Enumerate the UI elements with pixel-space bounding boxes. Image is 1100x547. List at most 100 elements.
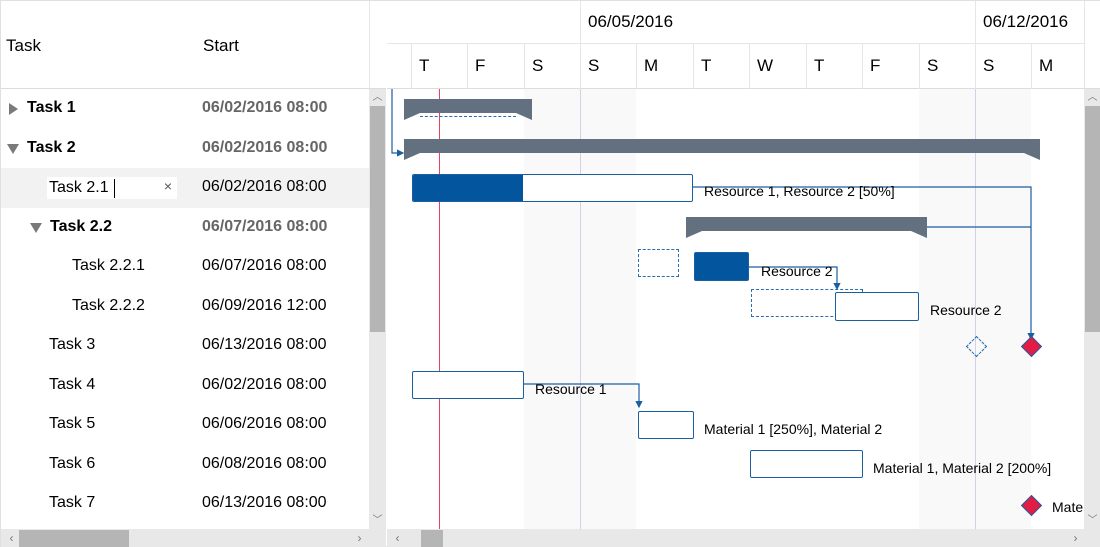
task-start: 06/07/2016 08:00: [202, 217, 328, 235]
day-cell: S: [919, 44, 975, 89]
table-row[interactable]: Task 3 06/13/2016 08:00: [1, 326, 369, 366]
task-bar-task-2-2-1[interactable]: [694, 252, 749, 281]
resource-label: Resource 1, Resource 2 [50%]: [704, 183, 895, 199]
task-grid: Task Start Task 1 06/02/2016 08:00 Task …: [1, 1, 386, 547]
task-bar-task-2-1[interactable]: [412, 174, 693, 202]
gantt-timeline: 06/05/2016 06/12/2016 T F S S M T W T F …: [387, 1, 1100, 547]
task-name: Task 3: [49, 336, 96, 353]
scroll-up-icon[interactable]: ︿: [1087, 92, 1098, 103]
week-boundary-line: [580, 89, 581, 529]
table-row[interactable]: Task 2.2.1 06/07/2016 08:00: [1, 247, 369, 287]
task-bar-task-2-2-2[interactable]: [835, 292, 919, 321]
task-start: 06/02/2016 08:00: [202, 178, 327, 195]
summary-bar-task-1[interactable]: [404, 99, 532, 120]
week-cell: 06/05/2016: [580, 1, 975, 44]
resource-label: Resource 1: [535, 381, 607, 397]
grid-vertical-scrollbar[interactable]: ︿ ﹀: [369, 89, 386, 529]
table-row[interactable]: Task 2 06/02/2016 08:00: [1, 129, 369, 169]
summary-bar-task-2[interactable]: [404, 139, 1040, 160]
table-row[interactable]: Task 2.2 06/07/2016 08:00: [1, 208, 369, 248]
scrollbar-thumb[interactable]: [421, 530, 443, 547]
task-name: Task 7: [49, 494, 96, 511]
table-row[interactable]: Task 5 06/06/2016 08:00: [1, 405, 369, 445]
text-caret: [114, 179, 115, 198]
column-header-start[interactable]: Start: [203, 36, 239, 55]
grid-horizontal-scrollbar[interactable]: ‹ ›: [1, 529, 386, 547]
task-name: Task 2: [27, 138, 76, 156]
dependency-links: [391, 89, 1035, 409]
resource-label: Material 1, Material 2 [200%]: [873, 460, 1052, 476]
task-start: 06/08/2016 08:00: [202, 454, 327, 472]
task-name: Task 4: [49, 375, 96, 393]
table-row[interactable]: Task 6 06/08/2016 08:00: [1, 445, 369, 485]
task-start: 06/02/2016 08:00: [202, 99, 328, 116]
scroll-down-icon[interactable]: ﹀: [372, 515, 383, 526]
day-cell: F: [862, 44, 919, 89]
table-row[interactable]: Task 2.2.2 06/09/2016 12:00: [1, 287, 369, 327]
summary-bar-task-2-2[interactable]: [686, 217, 927, 238]
expand-icon[interactable]: [9, 103, 18, 115]
week-label: 06/05/2016: [588, 12, 674, 31]
grid-header: Task Start: [1, 1, 369, 89]
task-name-editor[interactable]: ×: [47, 177, 177, 199]
scroll-right-icon[interactable]: ›: [1073, 531, 1078, 545]
week-boundary-line: [975, 89, 976, 529]
timeline-horizontal-scrollbar[interactable]: ‹ ›: [387, 529, 1100, 547]
day-cell: T: [693, 44, 749, 89]
day-cell: S: [975, 44, 1031, 89]
task-start: 06/13/2016 08:00: [202, 336, 327, 353]
day-cell: T: [806, 44, 862, 89]
collapse-icon[interactable]: [30, 222, 42, 233]
task-bar-task-4[interactable]: [412, 371, 524, 399]
timeline-header: 06/05/2016 06/12/2016 T F S S M T W T F …: [387, 1, 1095, 89]
table-row[interactable]: Task 7 06/13/2016 08:00: [1, 484, 369, 524]
task-name: Task 6: [49, 454, 96, 472]
column-header-task[interactable]: Task: [6, 36, 41, 55]
scrollbar-thumb[interactable]: [19, 530, 129, 547]
task-bar-task-6[interactable]: [750, 450, 863, 478]
scrollbar-thumb[interactable]: [370, 106, 385, 332]
task-start: 06/07/2016 08:00: [202, 257, 327, 274]
day-cell: S: [524, 44, 580, 89]
task-start: 06/06/2016 08:00: [202, 415, 327, 432]
resource-label: Mate: [1052, 499, 1084, 515]
task-start: 06/02/2016 08:00: [202, 375, 327, 393]
scroll-down-icon[interactable]: ﹀: [1087, 515, 1098, 526]
grid-header-corner: [369, 1, 386, 89]
baseline-task-2-2-1: [638, 249, 679, 277]
scroll-right-icon[interactable]: ›: [357, 531, 362, 545]
task-start: 06/09/2016 12:00: [202, 296, 327, 314]
timeline-header-corner: [1084, 1, 1100, 89]
resource-label: Resource 2: [761, 263, 833, 279]
scroll-left-icon[interactable]: ‹: [9, 531, 14, 545]
day-cell: S: [580, 44, 636, 89]
task-start: 06/02/2016 08:00: [202, 138, 328, 156]
week-cell: 06/12/2016: [975, 1, 1095, 44]
grid-rows: Task 1 06/02/2016 08:00 Task 2 06/02/201…: [1, 89, 369, 529]
scrollbar-thumb[interactable]: [1085, 106, 1100, 332]
resource-label: Resource 2: [930, 302, 1002, 318]
task-name: Task 2.2.1: [72, 257, 145, 274]
table-row[interactable]: Task 4 06/02/2016 08:00: [1, 366, 369, 406]
scroll-left-icon[interactable]: ‹: [395, 531, 400, 545]
day-cell: M: [1031, 44, 1088, 89]
progress-fill: [413, 175, 523, 201]
task-bar-task-5[interactable]: [638, 411, 694, 439]
task-name: Task 2.2.2: [72, 296, 145, 314]
table-row-selected[interactable]: × 06/02/2016 08:00: [1, 168, 369, 208]
today-line: [439, 89, 440, 529]
day-cell: W: [749, 44, 806, 89]
scroll-up-icon[interactable]: ︿: [372, 92, 383, 103]
day-cell: M: [636, 44, 693, 89]
task-name: Task 1: [27, 99, 76, 116]
resource-label: Material 1 [250%], Material 2: [704, 421, 883, 437]
day-cell: T: [411, 44, 467, 89]
timeline-vertical-scrollbar[interactable]: ︿ ﹀: [1084, 89, 1100, 529]
week-label: 06/12/2016: [983, 12, 1069, 31]
clear-icon[interactable]: ×: [163, 178, 172, 194]
task-name: Task 5: [49, 415, 96, 432]
table-row[interactable]: Task 1 06/02/2016 08:00: [1, 89, 369, 129]
task-name-input[interactable]: [49, 177, 149, 199]
collapse-icon[interactable]: [7, 143, 19, 154]
